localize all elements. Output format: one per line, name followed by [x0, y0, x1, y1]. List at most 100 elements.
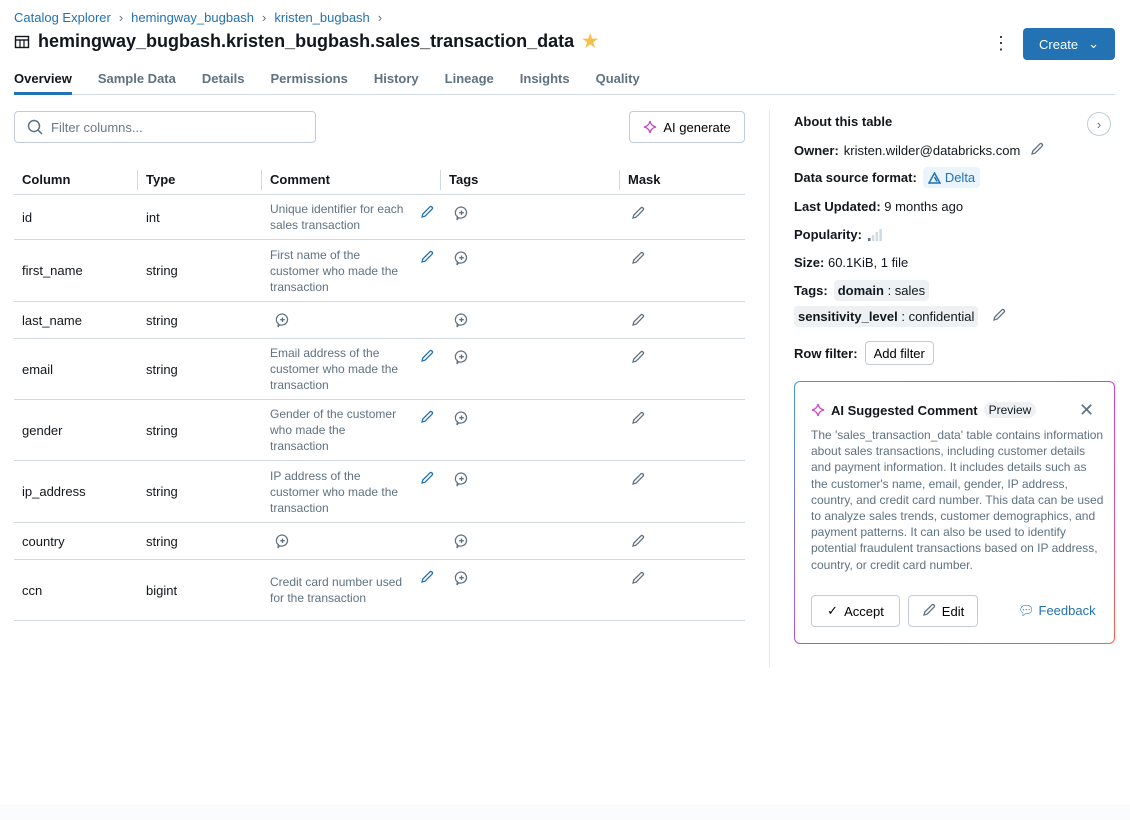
add-tag-icon[interactable] — [453, 205, 470, 225]
column-tags — [441, 195, 620, 239]
column-mask — [620, 339, 745, 399]
column-tags — [441, 400, 620, 460]
edit-mask-icon[interactable] — [631, 411, 645, 428]
search-icon — [27, 119, 43, 135]
tab-history[interactable]: History — [373, 71, 419, 86]
popularity-row: Popularity: — [794, 227, 882, 242]
tags-row: Tags: domain : sales — [794, 280, 930, 301]
edit-comment-icon[interactable] — [420, 570, 434, 587]
table-row: id int Unique identifier for each sales … — [14, 195, 745, 240]
accept-label: Accept — [844, 603, 884, 619]
close-icon[interactable]: ✕ — [1079, 400, 1095, 420]
ai-suggested-comment-card: AI Suggested Comment Preview ✕ The 'sale… — [794, 381, 1115, 644]
edit-tags-icon[interactable] — [992, 308, 1006, 325]
create-button[interactable]: Create ⌄ — [1023, 28, 1115, 60]
expand-panel-button[interactable]: › — [1087, 112, 1111, 136]
sparkle-icon — [644, 120, 657, 134]
tag-key: sensitivity_level — [798, 309, 898, 324]
edit-comment-icon[interactable] — [420, 349, 434, 366]
accept-button[interactable]: ✓ Accept — [811, 595, 900, 627]
add-comment-icon[interactable] — [274, 533, 291, 553]
breadcrumb-schema[interactable]: kristen_bugbash — [274, 10, 370, 25]
tab-details[interactable]: Details — [201, 71, 245, 86]
add-tag-icon[interactable] — [453, 349, 470, 369]
add-tag-icon[interactable] — [453, 533, 470, 553]
tags-label: Tags: — [794, 283, 828, 298]
comment-text: Unique identifier for each sales transac… — [270, 202, 404, 232]
edit-mask-icon[interactable] — [631, 251, 645, 268]
footer-bar — [0, 805, 1130, 820]
edit-comment-icon[interactable] — [420, 471, 434, 488]
chevron-right-icon: › — [118, 10, 124, 25]
tag-key: domain — [837, 283, 884, 298]
ai-generate-button[interactable]: AI generate — [629, 111, 745, 143]
chevron-down-icon: ⌄ — [1088, 36, 1099, 51]
edit-mask-icon[interactable] — [631, 472, 645, 489]
column-type: string — [146, 263, 178, 278]
tag-value: confidential — [908, 309, 975, 324]
column-mask — [620, 461, 745, 522]
format-value: Delta — [944, 170, 976, 185]
check-icon: ✓ — [827, 603, 839, 618]
tab-permissions[interactable]: Permissions — [270, 71, 348, 86]
column-comment: Gender of the customer who made the tran… — [262, 400, 441, 460]
edit-comment-icon[interactable] — [420, 205, 434, 222]
comment-text: IP address of the customer who made the … — [270, 468, 399, 515]
tag-chip[interactable]: sensitivity_level : confidential — [794, 306, 979, 327]
filter-columns-input[interactable] — [51, 119, 301, 135]
tab-quality[interactable]: Quality — [595, 71, 640, 86]
header-mask[interactable]: Mask — [628, 171, 661, 187]
updated-value: 9 months ago — [884, 199, 964, 214]
row-filter-row: Row filter: Add filter — [794, 341, 934, 365]
chevron-right-icon: › — [262, 10, 267, 25]
table-row: country string — [14, 523, 745, 560]
add-tag-icon[interactable] — [453, 471, 470, 491]
kebab-menu-icon[interactable]: ⋮ — [992, 33, 1010, 53]
header-type[interactable]: Type — [138, 169, 262, 190]
speech-bubble-icon: 💬︎ — [1018, 603, 1035, 618]
column-name: ccn — [22, 582, 43, 598]
add-tag-icon[interactable] — [453, 410, 470, 430]
tag-chip[interactable]: domain : sales — [833, 280, 930, 301]
tab-overview[interactable]: Overview — [14, 71, 72, 95]
column-comment: First name of the customer who made the … — [262, 240, 441, 301]
edit-comment-icon[interactable] — [420, 410, 434, 427]
preview-badge: Preview — [983, 402, 1037, 418]
add-comment-icon[interactable] — [274, 312, 291, 332]
edit-mask-icon[interactable] — [631, 206, 645, 223]
edit-mask-icon[interactable] — [631, 313, 645, 330]
add-tag-icon[interactable] — [453, 250, 470, 270]
breadcrumb-catalog-explorer[interactable]: Catalog Explorer — [14, 10, 111, 25]
feedback-label: Feedback — [1038, 603, 1096, 618]
owner-label: Owner: — [794, 143, 839, 158]
tab-sample-data[interactable]: Sample Data — [97, 71, 176, 86]
edit-label: Edit — [941, 603, 965, 619]
edit-comment-icon[interactable] — [420, 250, 434, 267]
column-type: string — [146, 361, 178, 377]
column-type: string — [146, 312, 178, 328]
header-tags[interactable]: Tags — [441, 169, 620, 190]
column-mask — [620, 302, 745, 338]
edit-mask-icon[interactable] — [631, 350, 645, 367]
column-comment: IP address of the customer who made the … — [262, 461, 441, 522]
header-comment[interactable]: Comment — [262, 169, 441, 190]
tab-insights[interactable]: Insights — [519, 71, 570, 86]
add-tag-icon[interactable] — [453, 312, 470, 332]
tab-lineage[interactable]: Lineage — [444, 71, 494, 86]
column-type: string — [146, 484, 178, 499]
ai-comment-text: The 'sales_transaction_data' table conta… — [811, 428, 1104, 572]
edit-owner-icon[interactable] — [1030, 142, 1044, 159]
delta-badge: Delta — [922, 167, 981, 188]
table-row: ccn bigint Credit card number used for t… — [14, 560, 745, 621]
popularity-bars-icon — [867, 228, 882, 241]
feedback-link[interactable]: 💬︎ Feedback — [1018, 603, 1096, 619]
add-filter-button[interactable]: Add filter — [864, 341, 934, 365]
star-icon[interactable]: ★ — [582, 31, 599, 51]
add-tag-icon[interactable] — [453, 570, 470, 590]
edit-mask-icon[interactable] — [631, 571, 645, 588]
edit-mask-icon[interactable] — [631, 534, 645, 551]
header-column[interactable]: Column — [14, 169, 138, 190]
breadcrumb-catalog[interactable]: hemingway_bugbash — [131, 10, 255, 25]
edit-button[interactable]: Edit — [908, 595, 978, 627]
table-row: last_name string — [14, 302, 745, 339]
